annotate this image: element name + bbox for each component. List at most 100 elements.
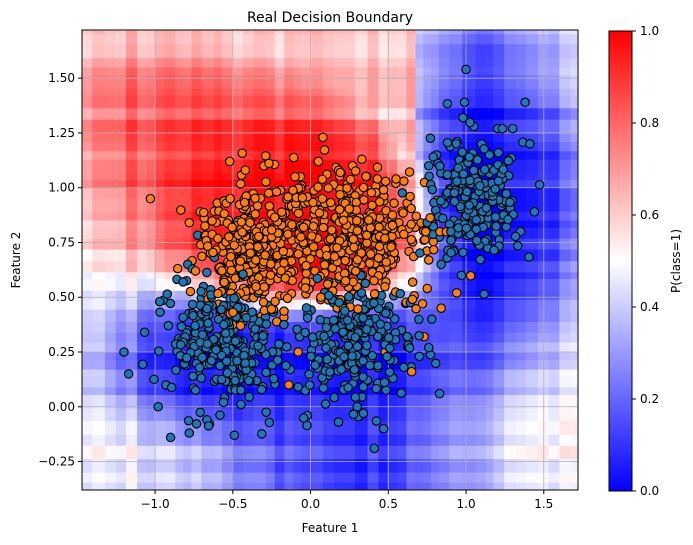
heatmap-cell (516, 351, 527, 361)
heatmap-cell (191, 278, 202, 291)
scatter-point-class-1 (213, 288, 223, 299)
heatmap-cell (126, 57, 138, 68)
scatter-point-class-1 (372, 174, 383, 184)
heatmap-cell (475, 351, 487, 361)
heatmap-cell (559, 260, 572, 273)
scatter-point-class-0 (333, 417, 344, 427)
heatmap-cell (214, 150, 223, 160)
y-tick-label: 1.00 (48, 181, 75, 195)
heatmap-cell (462, 299, 477, 310)
heatmap-cell (183, 150, 193, 160)
heatmap-cell (175, 407, 185, 421)
heatmap-cell (415, 197, 424, 212)
heatmap-cell (559, 43, 572, 59)
heatmap-cell (293, 290, 302, 300)
heatmap-cell (475, 88, 487, 96)
heatmap-cell (115, 43, 127, 59)
heatmap-cell (191, 187, 202, 199)
heatmap-cell (504, 30, 517, 35)
heatmap-cell (559, 227, 572, 239)
scatter-point-class-0 (328, 315, 339, 325)
heatmap-cell (406, 260, 417, 273)
scatter-point-class-0 (461, 64, 471, 75)
scatter-point-class-0 (452, 176, 462, 187)
scatter-point-class-0 (347, 351, 357, 361)
heatmap-cell (570, 332, 578, 343)
heatmap-cell (559, 57, 572, 68)
scatter-point-class-0 (178, 312, 188, 323)
heatmap-cell (126, 43, 138, 59)
heatmap-cell (221, 179, 233, 189)
heatmap-cell (570, 482, 578, 490)
heatmap-cell (449, 359, 463, 370)
scatter-point-class-0 (307, 332, 318, 342)
scatter-point-class-0 (427, 314, 437, 324)
heatmap-cell (386, 278, 398, 291)
heatmap-cell (570, 197, 578, 212)
scatter-point-class-1 (317, 174, 328, 185)
heatmap-cell (322, 407, 335, 421)
scatter-point-class-1 (436, 303, 446, 313)
heatmap-cell (548, 420, 561, 435)
heatmap-cell (559, 150, 572, 160)
scatter-point-class-0 (202, 267, 212, 278)
heatmap-cell (104, 150, 117, 160)
scatter-point-class-1 (406, 219, 416, 230)
heatmap-cell (146, 95, 156, 109)
heatmap-cell (344, 309, 356, 322)
heatmap-cell (164, 33, 176, 45)
heatmap-cell (333, 482, 346, 490)
heatmap-cell (431, 66, 440, 76)
heatmap-cell (548, 95, 561, 109)
heatmap-cell (322, 133, 335, 143)
heatmap-cell (221, 187, 233, 199)
heatmap-cell (214, 271, 223, 280)
heatmap-cell (243, 434, 255, 446)
heatmap-cell (82, 407, 93, 421)
scatter-point-class-1 (278, 246, 289, 257)
heatmap-cell (175, 43, 185, 59)
heatmap-cell (191, 179, 202, 189)
heatmap-cell (137, 227, 148, 239)
scatter-point-class-0 (524, 252, 534, 262)
heatmap-cell (301, 141, 313, 152)
heatmap-cell (333, 30, 346, 35)
heatmap-cell (449, 278, 463, 291)
heatmap-cell (570, 219, 578, 228)
heatmap-cell (175, 141, 185, 152)
heatmap-cell (183, 394, 193, 409)
heatmap-cell (475, 407, 487, 421)
heatmap-cell (126, 341, 138, 353)
heatmap-cell (301, 33, 313, 45)
heatmap-cell (92, 472, 106, 483)
heatmap-cell (232, 278, 244, 291)
heatmap-cell (175, 74, 185, 89)
heatmap-cell (126, 299, 138, 310)
scatter-point-class-1 (380, 281, 390, 292)
heatmap-cell (559, 386, 572, 395)
heatmap-cell (214, 211, 223, 221)
heatmap-cell (431, 278, 440, 291)
heatmap-cell (137, 271, 148, 280)
heatmap-cell (232, 482, 244, 490)
heatmap-cell (155, 95, 166, 109)
scatter-point-class-0 (343, 382, 353, 393)
heatmap-cell (301, 445, 313, 460)
heatmap-cell (431, 57, 440, 68)
heatmap-cell (201, 394, 215, 409)
heatmap-cell (115, 197, 127, 212)
scatter-point-class-0 (183, 415, 194, 426)
heatmap-cell (155, 248, 166, 262)
heatmap-cell (570, 299, 578, 310)
scatter-point-class-1 (374, 197, 385, 207)
heatmap-cell (333, 420, 346, 435)
scatter-point-class-1 (297, 193, 308, 203)
heatmap-cell (115, 179, 127, 189)
scatter-point-class-0 (256, 429, 267, 439)
heatmap-cell (516, 219, 527, 228)
heatmap-cell (559, 290, 572, 300)
heatmap-cell (397, 369, 408, 377)
heatmap-cell (485, 299, 494, 310)
heatmap-cell (221, 141, 233, 152)
heatmap-cell (221, 88, 233, 96)
